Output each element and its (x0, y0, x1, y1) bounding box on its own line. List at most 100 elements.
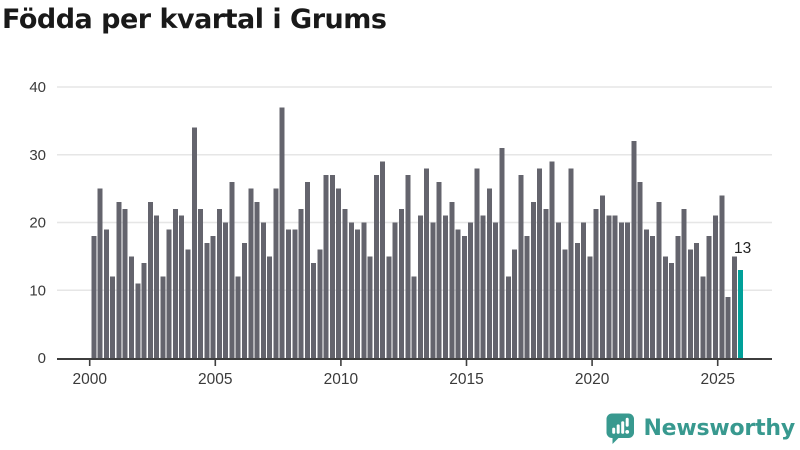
bar (311, 263, 317, 358)
bar (128, 256, 134, 359)
highlighted-bar (738, 269, 744, 359)
bar (731, 256, 737, 359)
bar (461, 236, 467, 358)
bar (122, 208, 128, 358)
bar (637, 181, 643, 358)
bar (625, 222, 631, 358)
bar (141, 263, 147, 358)
bar (147, 202, 153, 358)
bar (166, 229, 172, 358)
bar (204, 242, 210, 358)
bar (549, 161, 555, 358)
newsworthy-wordmark: Newsworthy (643, 415, 795, 441)
bar (618, 222, 624, 358)
bar (135, 283, 141, 359)
bar (468, 222, 474, 358)
bar (405, 175, 411, 358)
bar (505, 276, 511, 358)
bar (386, 256, 392, 359)
x-axis-tick-label: 2020 (575, 371, 610, 388)
y-axis-tick-label: 0 (38, 350, 46, 367)
bar (242, 242, 248, 358)
bar (298, 208, 304, 358)
y-axis-tick-label: 40 (29, 79, 46, 96)
bar (116, 202, 122, 358)
bar (329, 175, 335, 358)
bar (417, 215, 423, 358)
bar (229, 181, 235, 358)
x-axis-tick-label: 2010 (324, 371, 359, 388)
bar (493, 222, 499, 358)
bar (455, 229, 461, 358)
bar (285, 229, 291, 358)
bar (191, 127, 197, 359)
x-axis-tick-label: 2025 (700, 371, 734, 388)
bar (436, 181, 442, 358)
bar (543, 208, 549, 358)
bar (424, 168, 430, 358)
bar (499, 147, 505, 358)
bar (154, 215, 160, 358)
bar (216, 208, 222, 358)
bar (260, 222, 266, 358)
bar (399, 208, 405, 358)
bar (355, 229, 361, 358)
newsworthy-logo: Newsworthy (606, 412, 795, 444)
bar (700, 276, 706, 358)
bar (323, 175, 329, 358)
bar (361, 222, 367, 358)
bar (449, 202, 455, 358)
last-value-label: 13 (734, 240, 751, 257)
bar (599, 195, 605, 358)
bar (210, 236, 216, 358)
bar (160, 276, 166, 358)
bar (656, 202, 662, 358)
y-axis-tick-label: 10 (29, 282, 46, 299)
x-axis-tick-label: 2000 (72, 371, 107, 388)
bar (587, 256, 593, 359)
bar (223, 222, 229, 358)
bar (97, 188, 103, 359)
bar (518, 175, 524, 358)
bar (380, 161, 386, 358)
bar (248, 188, 254, 359)
bar (675, 236, 681, 358)
bar (292, 229, 298, 358)
bar (713, 215, 719, 358)
bar (719, 195, 725, 358)
bar (694, 242, 700, 358)
bar (512, 249, 518, 358)
bar-series (91, 107, 744, 359)
bar (273, 188, 279, 359)
bar (392, 222, 398, 358)
bar (687, 249, 693, 358)
bar (442, 215, 448, 358)
bar (593, 208, 599, 358)
bar (474, 168, 480, 358)
bar (486, 188, 492, 359)
bar (373, 175, 379, 358)
bar (254, 202, 260, 358)
bar (581, 222, 587, 358)
bar (537, 168, 543, 358)
bar (367, 256, 373, 359)
x-axis-tick-label: 2005 (198, 371, 232, 388)
bar (172, 208, 178, 358)
bar (110, 276, 116, 358)
y-axis-tick-label: 30 (29, 147, 46, 164)
bar (267, 256, 273, 359)
bar (562, 249, 568, 358)
bar (530, 202, 536, 358)
bar (574, 242, 580, 358)
bar (235, 276, 241, 358)
bar (650, 236, 656, 358)
bar (198, 208, 204, 358)
bar (524, 236, 530, 358)
bar (631, 141, 637, 358)
y-axis-tick-label: 20 (29, 215, 46, 232)
bar (669, 263, 675, 358)
bar (556, 222, 562, 358)
bar (342, 208, 348, 358)
